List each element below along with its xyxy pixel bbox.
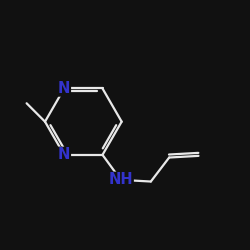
Text: N: N [58,147,70,162]
Text: N: N [58,81,70,96]
Text: NH: NH [108,172,133,187]
